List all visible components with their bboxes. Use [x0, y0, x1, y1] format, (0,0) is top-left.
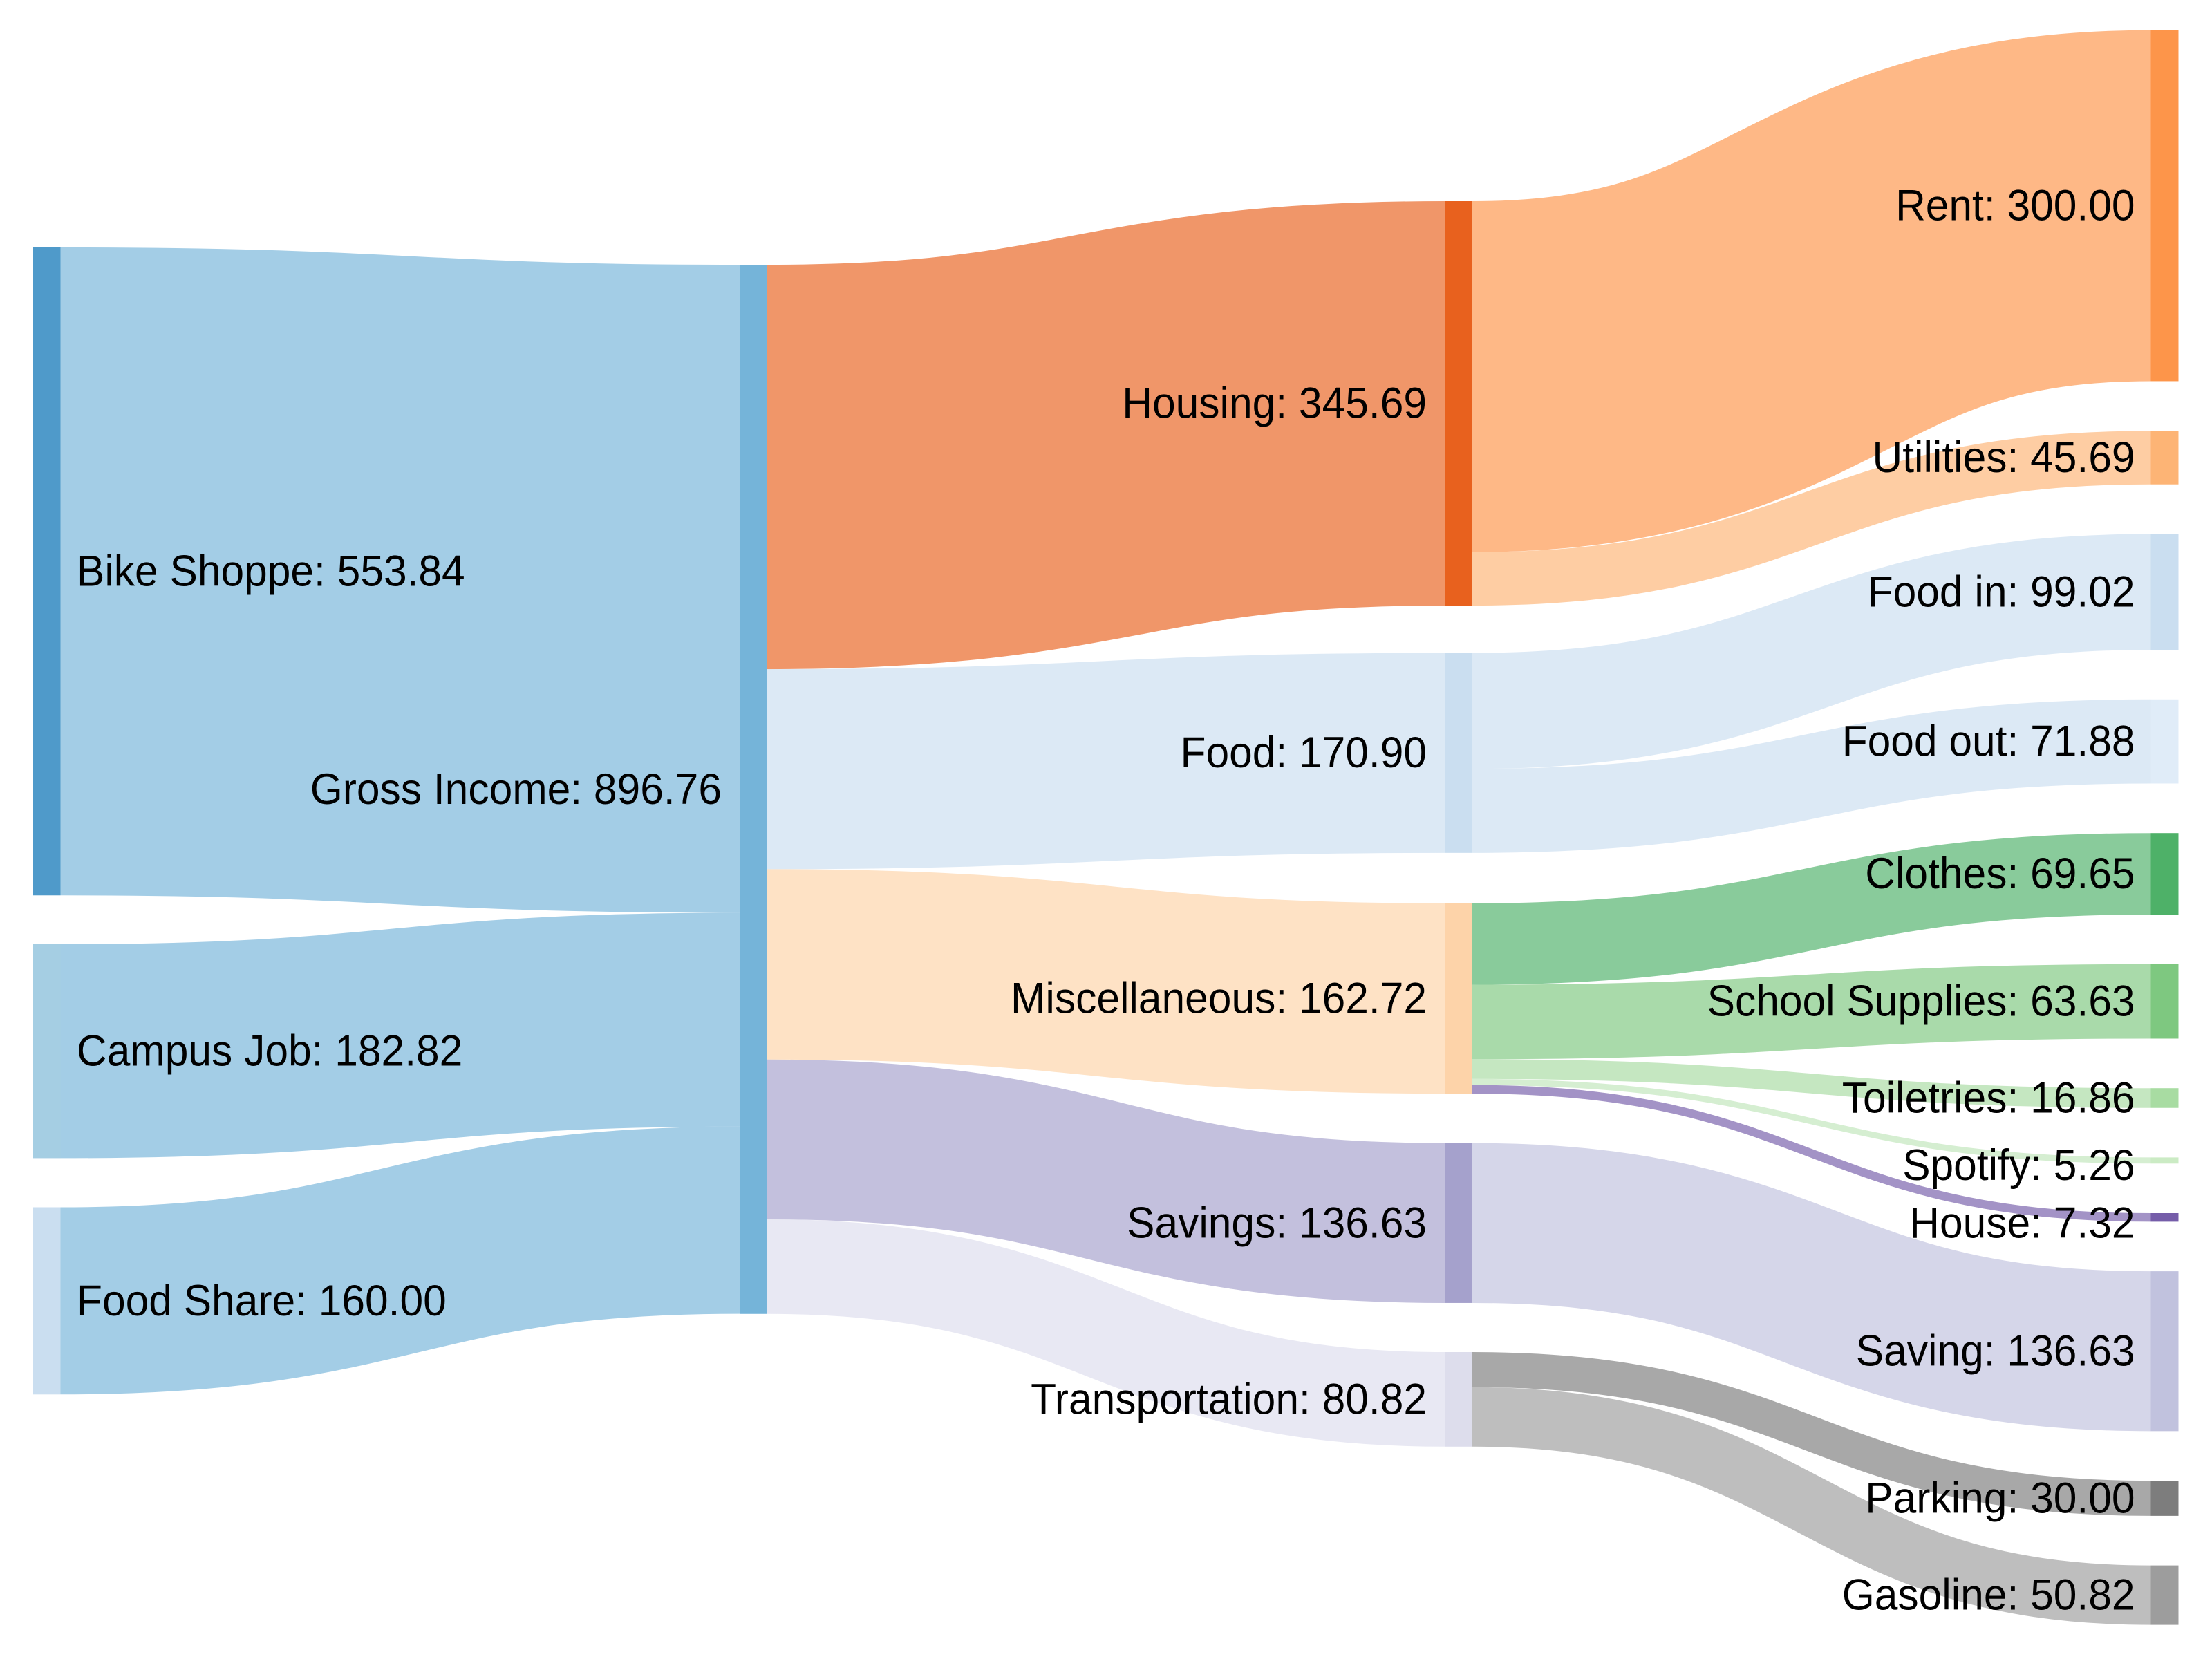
svg-text:Utilities: 45.69: Utilities: 45.69: [1873, 433, 2135, 482]
svg-text:Food out: 71.88: Food out: 71.88: [1842, 718, 2135, 766]
svg-text:Campus Job: 182.82: Campus Job: 182.82: [77, 1027, 462, 1076]
svg-text:Toiletries: 16.86: Toiletries: 16.86: [1842, 1074, 2135, 1122]
svg-text:Housing: 345.69: Housing: 345.69: [1122, 379, 1427, 428]
svg-text:Miscellaneous: 162.72: Miscellaneous: 162.72: [1011, 974, 1427, 1022]
svg-text:Transportation: 80.82: Transportation: 80.82: [1031, 1375, 1427, 1423]
svg-text:Food in: 99.02: Food in: 99.02: [1868, 568, 2135, 616]
svg-text:Gasoline: 50.82: Gasoline: 50.82: [1842, 1571, 2135, 1620]
svg-text:Gross Income: 896.76: Gross Income: 896.76: [310, 765, 722, 814]
svg-text:Food Share: 160.00: Food Share: 160.00: [77, 1277, 447, 1325]
svg-text:School Supplies: 63.63: School Supplies: 63.63: [1707, 977, 2135, 1026]
svg-text:Bike Shoppe: 553.84: Bike Shoppe: 553.84: [77, 547, 465, 596]
svg-text:Parking: 30.00: Parking: 30.00: [1865, 1474, 2135, 1522]
svg-text:Clothes: 69.65: Clothes: 69.65: [1865, 850, 2135, 898]
svg-text:Food: 170.90: Food: 170.90: [1181, 729, 1427, 777]
svg-text:Rent: 300.00: Rent: 300.00: [1895, 182, 2135, 230]
svg-text:Saving: 136.63: Saving: 136.63: [1856, 1327, 2135, 1376]
svg-text:House: 7.32: House: 7.32: [1909, 1199, 2135, 1248]
svg-text:Spotify: 5.26: Spotify: 5.26: [1902, 1141, 2135, 1190]
svg-text:Savings: 136.63: Savings: 136.63: [1127, 1199, 1427, 1247]
